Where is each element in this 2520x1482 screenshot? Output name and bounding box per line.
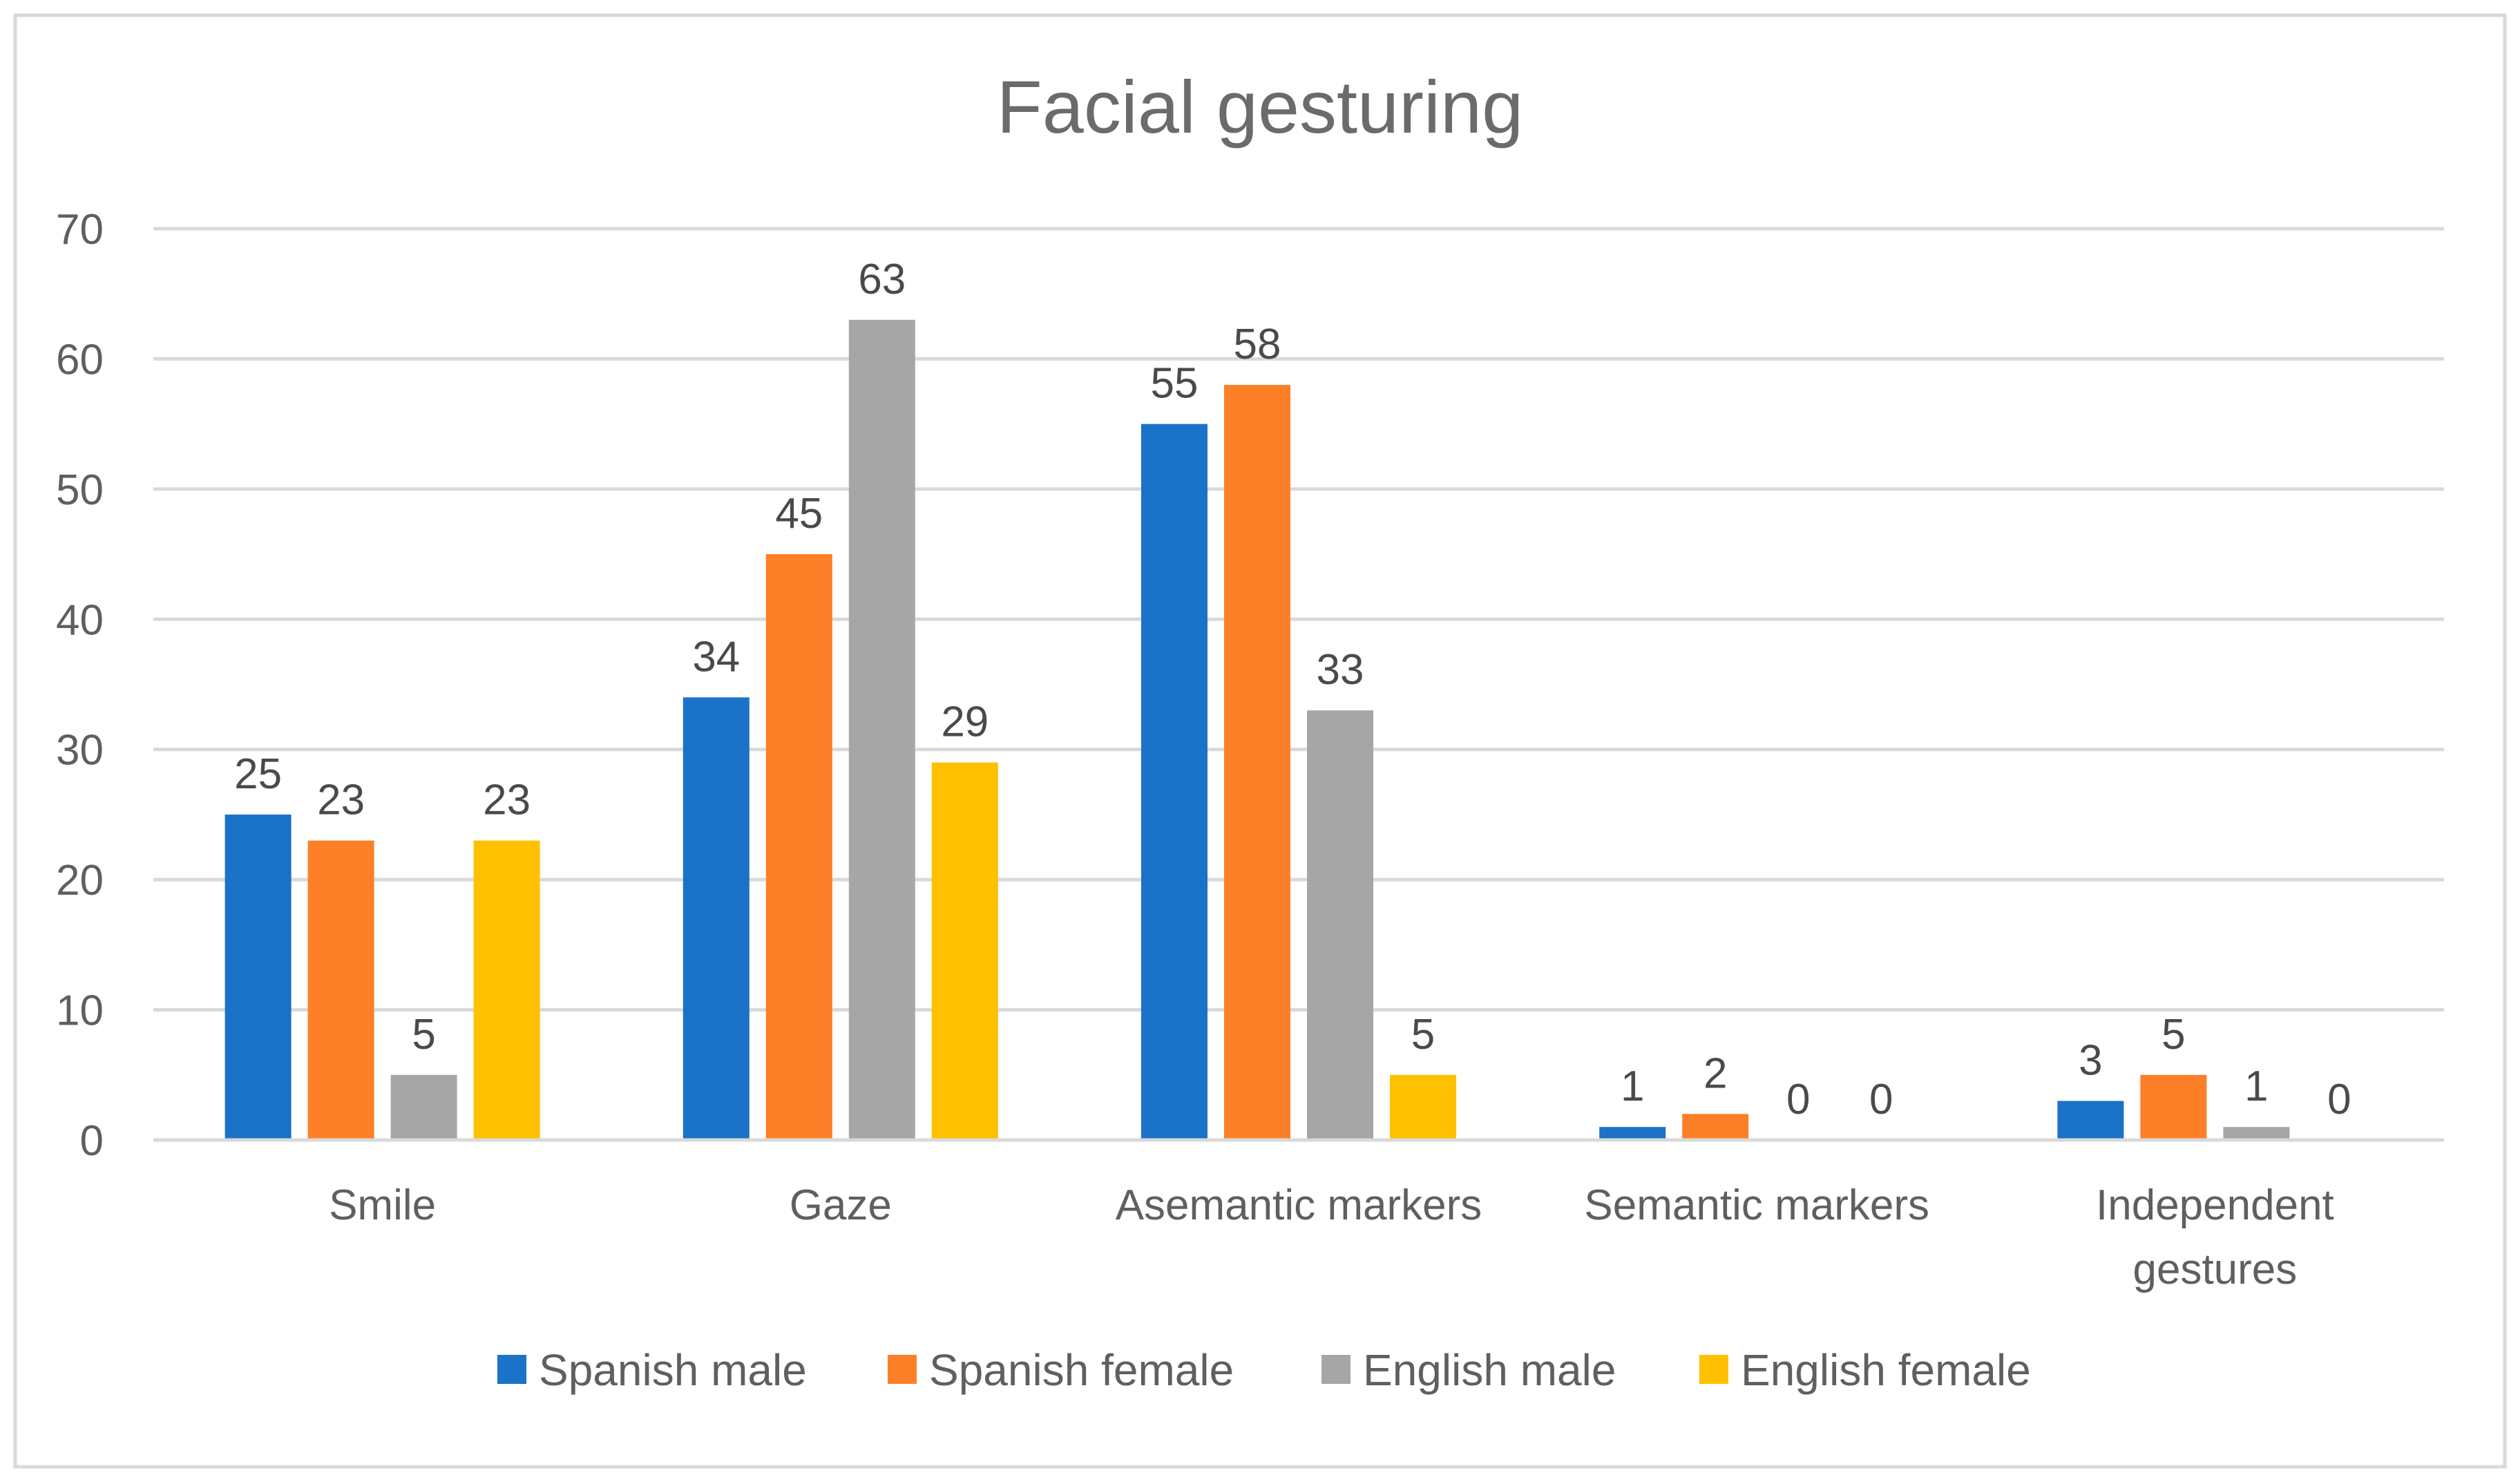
legend-label: English male xyxy=(1363,1345,1616,1395)
bar-spanish-male-0[interactable] xyxy=(225,814,292,1140)
bar-english-female-1[interactable] xyxy=(931,762,998,1140)
bar-spanish-male-3[interactable] xyxy=(1599,1127,1666,1140)
data-label: 0 xyxy=(2327,1076,2351,1123)
data-label: 34 xyxy=(692,633,740,681)
legend-item-spanish-male[interactable]: Spanish male xyxy=(497,1345,807,1395)
data-labels: 25 23 5 23 34 45 63 29 55 58 33 5 1 2 0 0 3 5 1 0 xyxy=(234,256,2351,1123)
data-label: 55 xyxy=(1151,360,1199,408)
y-tick-label: 30 xyxy=(56,727,104,775)
data-label: 23 xyxy=(317,777,365,824)
x-tick-label: Smile xyxy=(329,1181,436,1229)
legend[interactable]: Spanish male Spanish female English male En… xyxy=(497,1345,2031,1395)
data-label: 45 xyxy=(775,490,823,538)
bar-english-male-0[interactable] xyxy=(390,1074,457,1140)
data-label: 2 xyxy=(1703,1049,1727,1097)
legend-swatch xyxy=(1321,1355,1350,1384)
x-tick-label: Asemantic markers xyxy=(1116,1181,1482,1229)
data-label: 29 xyxy=(941,699,989,746)
x-tick-label: gestures xyxy=(2132,1246,2297,1293)
bar-spanish-female-3[interactable] xyxy=(1682,1114,1749,1140)
x-tick-label: Gaze xyxy=(790,1181,892,1229)
data-label: 5 xyxy=(1411,1011,1435,1058)
y-tick-label: 20 xyxy=(56,857,104,904)
y-tick-label: 40 xyxy=(56,596,104,644)
data-label: 58 xyxy=(1234,321,1281,368)
legend-swatch xyxy=(497,1355,526,1384)
data-label: 23 xyxy=(483,777,531,824)
data-label: 0 xyxy=(1869,1076,1893,1123)
legend-item-english-female[interactable]: English female xyxy=(1699,1345,2031,1395)
data-label: 1 xyxy=(1621,1063,1644,1110)
data-label: 5 xyxy=(2161,1011,2185,1058)
bar-spanish-female-1[interactable] xyxy=(765,554,832,1140)
bar-english-male-4[interactable] xyxy=(2223,1127,2290,1140)
data-label: 63 xyxy=(858,256,906,303)
legend-swatch xyxy=(1699,1355,1728,1384)
data-label: 25 xyxy=(234,750,282,798)
x-axis: Smile Gaze Asemantic markers Semantic marke… xyxy=(153,1138,2444,1293)
bar-spanish-female-2[interactable] xyxy=(1224,385,1290,1140)
bar-spanish-male-1[interactable] xyxy=(682,697,750,1140)
bars xyxy=(225,319,2290,1141)
x-tick-label: Semantic markers xyxy=(1584,1181,1929,1229)
legend-label: Spanish female xyxy=(929,1345,1234,1395)
legend-label: Spanish male xyxy=(539,1345,807,1395)
bar-spanish-male-2[interactable] xyxy=(1141,424,1208,1141)
data-label: 33 xyxy=(1317,646,1364,694)
data-label: 5 xyxy=(412,1011,435,1058)
data-label: 3 xyxy=(2079,1036,2102,1084)
y-tick-label: 10 xyxy=(56,987,104,1035)
legend-swatch xyxy=(888,1355,917,1384)
legend-item-english-male[interactable]: English male xyxy=(1321,1345,1616,1395)
bar-spanish-female-0[interactable] xyxy=(307,840,374,1140)
x-tick-label: Independent xyxy=(2096,1181,2334,1229)
bar-english-female-2[interactable] xyxy=(1390,1074,1456,1140)
data-label: 0 xyxy=(1786,1076,1810,1123)
bar-english-male-2[interactable] xyxy=(1307,710,1373,1140)
y-tick-label: 50 xyxy=(56,466,104,514)
data-label: 1 xyxy=(2244,1063,2268,1110)
bar-english-female-0[interactable] xyxy=(473,840,540,1140)
y-tick-label: 70 xyxy=(56,206,104,254)
chart-title: Facial gesturing xyxy=(997,65,1523,149)
legend-item-spanish-female[interactable]: Spanish female xyxy=(888,1345,1234,1395)
bar-spanish-female-4[interactable] xyxy=(2140,1074,2207,1140)
y-tick-label: 60 xyxy=(56,336,104,383)
bar-english-male-1[interactable] xyxy=(848,319,915,1140)
y-axis-ticks: 0 10 20 30 40 50 60 70 xyxy=(56,206,104,1165)
y-tick-label: 0 xyxy=(80,1117,104,1165)
legend-label: English female xyxy=(1741,1345,2031,1395)
bar-spanish-male-4[interactable] xyxy=(2057,1101,2124,1140)
